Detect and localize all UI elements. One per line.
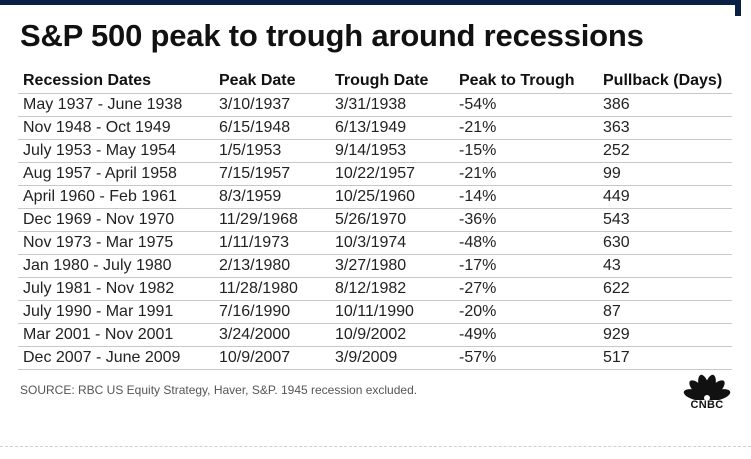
peak-date-cell: 2/13/1980 — [214, 253, 330, 277]
table-row: July 1981 - Nov 1982 11/28/1980 8/12/1982-… — [18, 276, 732, 300]
peak-to-trough-cell: -21% — [454, 115, 598, 139]
pullback-days-cell: 363 — [598, 115, 732, 139]
pullback-days-cell: 87 — [598, 299, 732, 323]
recession-table: Recession Dates Peak Date Trough Date Pe… — [18, 69, 732, 370]
peak-date-cell: 10/9/2007 — [214, 345, 330, 370]
recession-dates-cell: Mar 2001 - Nov 2001 — [18, 322, 214, 346]
peak-date-cell: 3/24/2000 — [214, 322, 330, 346]
peak-to-trough-cell: -15% — [454, 138, 598, 162]
recession-dates-cell: May 1937 - June 1938 — [18, 92, 214, 116]
column-header-peak-date: Peak Date — [219, 72, 296, 90]
recession-dates-cell: July 1953 - May 1954 — [18, 138, 214, 162]
peak-to-trough-cell: -27% — [454, 276, 598, 300]
column-header-trough-date: Trough Date — [335, 72, 429, 90]
peak-date-cell: 7/15/1957 — [214, 161, 330, 185]
source-note: SOURCE: RBC US Equity Strategy, Haver, S… — [20, 383, 418, 397]
recession-dates-cell: July 1981 - Nov 1982 — [18, 276, 214, 300]
table-row: Jan 1980 - July 1980 2/13/1980 3/27/1980 -1… — [18, 253, 732, 277]
peak-to-trough-cell: -20% — [454, 299, 598, 323]
trough-date-cell: 10/9/2002 — [330, 322, 454, 346]
trough-date-cell: 6/13/1949 — [330, 115, 454, 139]
pullback-days-cell: 43 — [598, 253, 732, 277]
pullback-days-cell: 449 — [598, 184, 732, 208]
peak-date-cell: 7/16/1990 — [214, 299, 330, 323]
peacock-icon — [683, 374, 731, 400]
recession-dates-cell: Nov 1973 - Mar 1975 — [18, 230, 214, 254]
table-row: July 1990 - Mar 1991 7/16/1990 10/11/1990-… — [18, 299, 732, 323]
peak-date-cell: 1/11/1973 — [214, 230, 330, 254]
recession-dates-cell: July 1990 - Mar 1991 — [18, 299, 214, 323]
table-row: July 1953 - May 1954 1/5/1953 9/14/1953 -15… — [18, 138, 732, 162]
table-row: Mar 2001 - Nov 2001 3/24/2000 10/9/2002 -49… — [18, 322, 732, 346]
peak-to-trough-cell: -36% — [454, 207, 598, 231]
recession-dates-cell: Aug 1957 - April 1958 — [18, 161, 214, 185]
column-header-recession-dates: Recession Dates — [23, 72, 152, 90]
table-row: Dec 2007 - June 2009 10/9/2007 3/9/2009 -57… — [18, 345, 732, 370]
chart-title: S&P 500 peak to trough around recessions — [20, 18, 644, 53]
table-row: April 1960 - Feb 1961 8/3/1959 10/25/1960-… — [18, 184, 732, 208]
top-accent-tick — [735, 0, 741, 16]
pullback-days-cell: 543 — [598, 207, 732, 231]
top-accent-bar — [0, 0, 751, 16]
cnbc-logo: CNBC — [682, 372, 732, 412]
column-header-peak-to-trough: Peak to Trough — [459, 72, 575, 90]
pullback-days-cell: 630 — [598, 230, 732, 254]
peak-to-trough-cell: -17% — [454, 253, 598, 277]
trough-date-cell: 5/26/1970 — [330, 207, 454, 231]
column-header-pullback-days: Pullback (Days) — [603, 72, 723, 90]
peak-date-cell: 8/3/1959 — [214, 184, 330, 208]
trough-date-cell: 10/22/1957 — [330, 161, 454, 185]
table-header-row: Recession Dates Peak Date Trough Date Pe… — [18, 69, 732, 93]
table-row: Dec 1969 - Nov 1970 11/29/1968 5/26/1970 -3… — [18, 207, 732, 231]
trough-date-cell: 3/27/1980 — [330, 253, 454, 277]
peak-date-cell: 3/10/1937 — [214, 92, 330, 116]
pullback-days-cell: 517 — [598, 345, 732, 370]
peak-date-cell: 11/28/1980 — [214, 276, 330, 300]
pullback-days-cell: 99 — [598, 161, 732, 185]
trough-date-cell: 3/31/1938 — [330, 92, 454, 116]
peak-to-trough-cell: -14% — [454, 184, 598, 208]
trough-date-cell: 3/9/2009 — [330, 345, 454, 370]
cnbc-logo-text: CNBC — [690, 399, 724, 411]
trough-date-cell: 10/11/1990 — [330, 299, 454, 323]
pullback-days-cell: 929 — [598, 322, 732, 346]
peak-to-trough-cell: -57% — [454, 345, 598, 370]
trough-date-cell: 8/12/1982 — [330, 276, 454, 300]
recession-dates-cell: Dec 1969 - Nov 1970 — [18, 207, 214, 231]
peak-to-trough-cell: -21% — [454, 161, 598, 185]
peak-to-trough-cell: -49% — [454, 322, 598, 346]
table-body: May 1937 - June 1938 3/10/1937 3/31/1938 -5… — [18, 92, 732, 370]
trough-date-cell: 10/25/1960 — [330, 184, 454, 208]
bottom-divider — [0, 446, 751, 447]
peak-date-cell: 11/29/1968 — [214, 207, 330, 231]
recession-dates-cell: April 1960 - Feb 1961 — [18, 184, 214, 208]
recession-dates-cell: Dec 2007 - June 2009 — [18, 345, 214, 370]
peak-date-cell: 6/15/1948 — [214, 115, 330, 139]
trough-date-cell: 9/14/1953 — [330, 138, 454, 162]
pullback-days-cell: 252 — [598, 138, 732, 162]
peak-to-trough-cell: -48% — [454, 230, 598, 254]
table-row: Nov 1973 - Mar 1975 1/11/1973 10/3/1974 -48… — [18, 230, 732, 254]
top-accent-line — [0, 0, 735, 5]
table-row: May 1937 - June 1938 3/10/1937 3/31/1938 -5… — [18, 92, 732, 116]
recession-dates-cell: Nov 1948 - Oct 1949 — [18, 115, 214, 139]
recession-dates-cell: Jan 1980 - July 1980 — [18, 253, 214, 277]
pullback-days-cell: 622 — [598, 276, 732, 300]
peak-date-cell: 1/5/1953 — [214, 138, 330, 162]
table-row: Nov 1948 - Oct 1949 6/15/1948 6/13/1949 -21… — [18, 115, 732, 139]
table-row: Aug 1957 - April 1958 7/15/1957 10/22/1957… — [18, 161, 732, 185]
trough-date-cell: 10/3/1974 — [330, 230, 454, 254]
pullback-days-cell: 386 — [598, 92, 732, 116]
peak-to-trough-cell: -54% — [454, 92, 598, 116]
